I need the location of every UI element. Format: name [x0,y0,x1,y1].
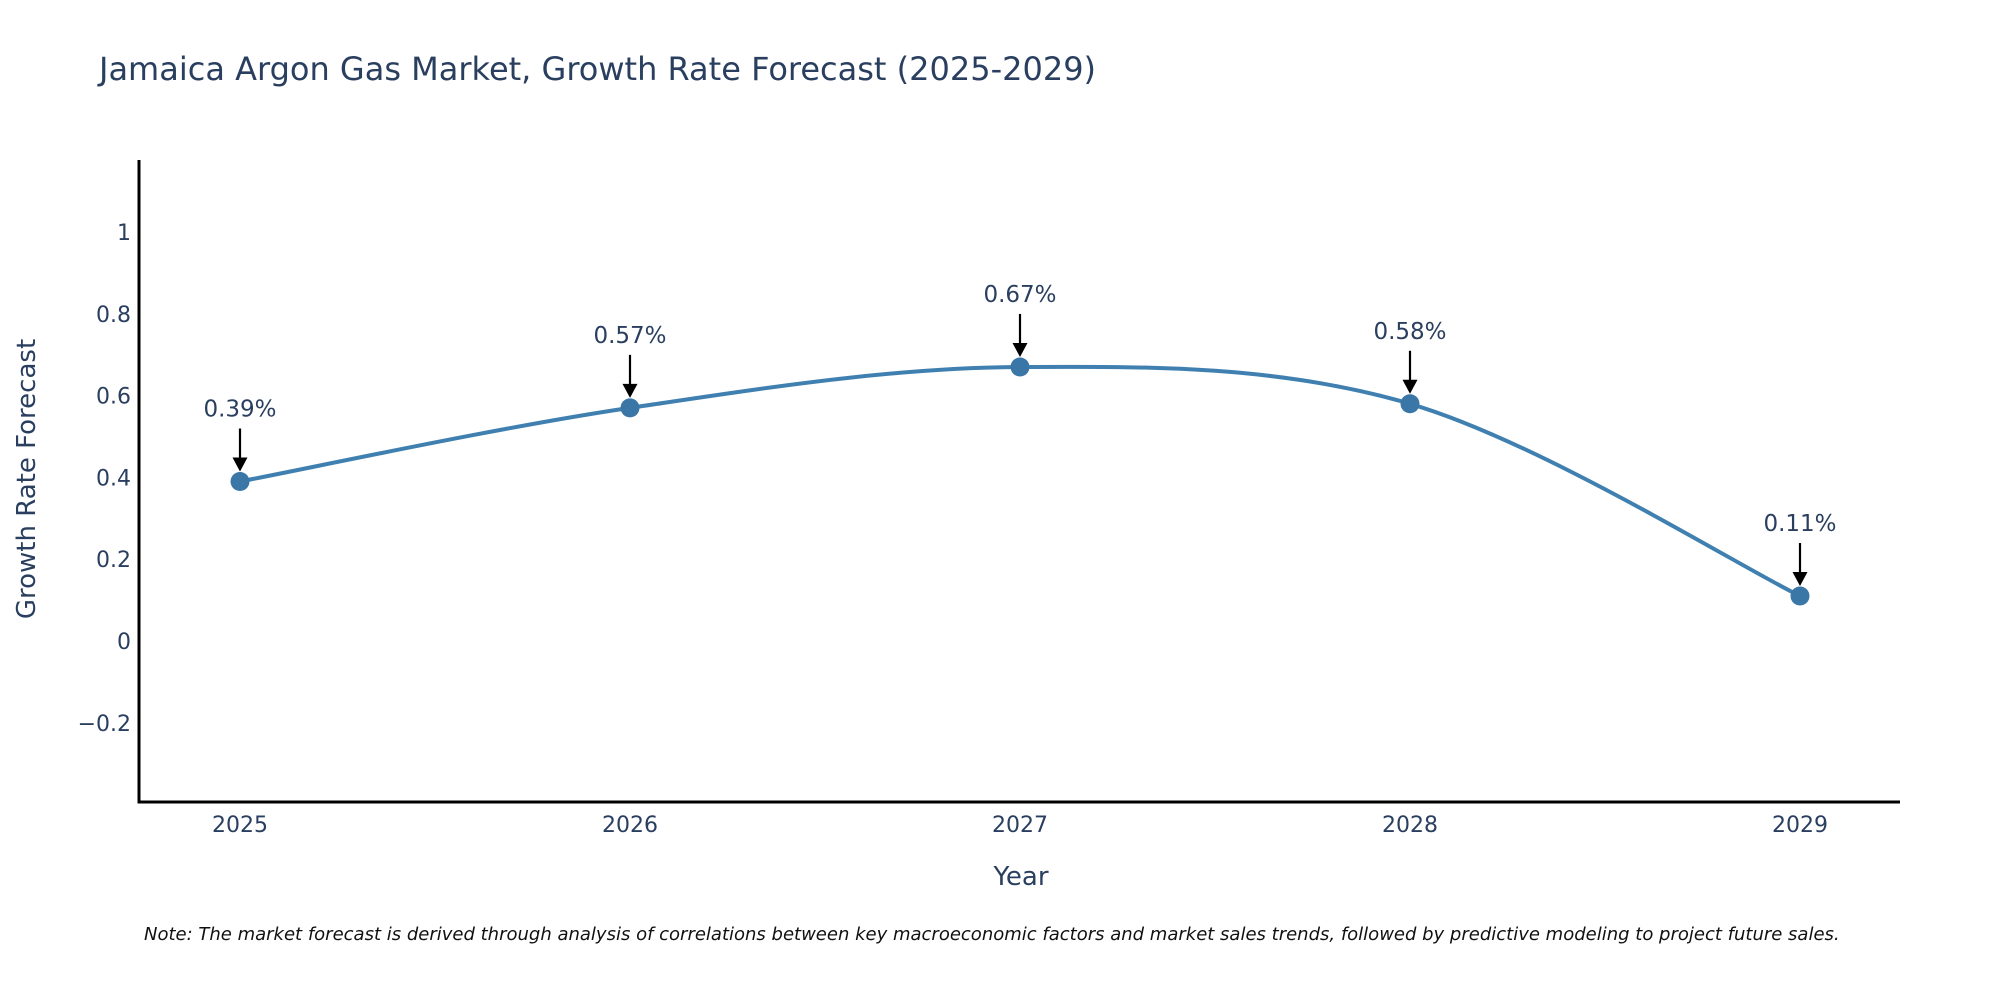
y-tick-label: 0 [117,630,131,655]
y-axis-title: Growth Rate Forecast [12,339,42,619]
data-point [1400,394,1420,414]
data-point [1010,357,1030,377]
annotation-arrowhead [232,457,248,472]
annotation-arrowhead [1012,342,1028,357]
chart-note: Note: The market forecast is derived thr… [144,924,1840,945]
data-point [230,471,250,491]
y-tick-label: 0.2 [96,548,131,573]
y-tick-label: 1 [117,221,131,246]
data-point [1790,586,1810,606]
y-tick-label: −0.2 [78,712,131,737]
x-axis-ticks: 2025 2026 2027 2028 2029 [212,813,1828,838]
series-line [239,364,1801,598]
x-tick-label: 2026 [602,813,658,838]
y-tick-label: 0.8 [96,303,131,328]
x-tick-label: 2028 [1382,813,1438,838]
data-label: 0.57% [593,323,666,349]
data-label: 0.58% [1373,319,1446,345]
x-tick-label: 2029 [1772,813,1828,838]
x-tick-label: 2025 [212,813,268,838]
data-label: 0.39% [203,396,276,422]
y-axis-ticks: −0.2 0 0.2 0.4 0.6 0.8 1 [78,221,131,737]
x-tick-label: 2027 [992,813,1048,838]
data-label: 0.67% [983,282,1056,308]
chart-title: Jamaica Argon Gas Market, Growth Rate Fo… [97,50,1096,88]
data-annotations: 0.39% 0.57% 0.67% 0.58% 0.11% [203,282,1837,587]
data-point [620,398,640,418]
y-tick-label: 0.4 [96,466,131,491]
annotation-arrowhead [1402,379,1418,394]
x-axis-title: Year [992,862,1048,892]
data-markers [230,357,1810,606]
data-label: 0.11% [1763,511,1836,537]
y-tick-label: 0.6 [96,385,131,410]
annotation-arrowhead [1792,572,1808,587]
annotation-arrowhead [622,383,638,398]
